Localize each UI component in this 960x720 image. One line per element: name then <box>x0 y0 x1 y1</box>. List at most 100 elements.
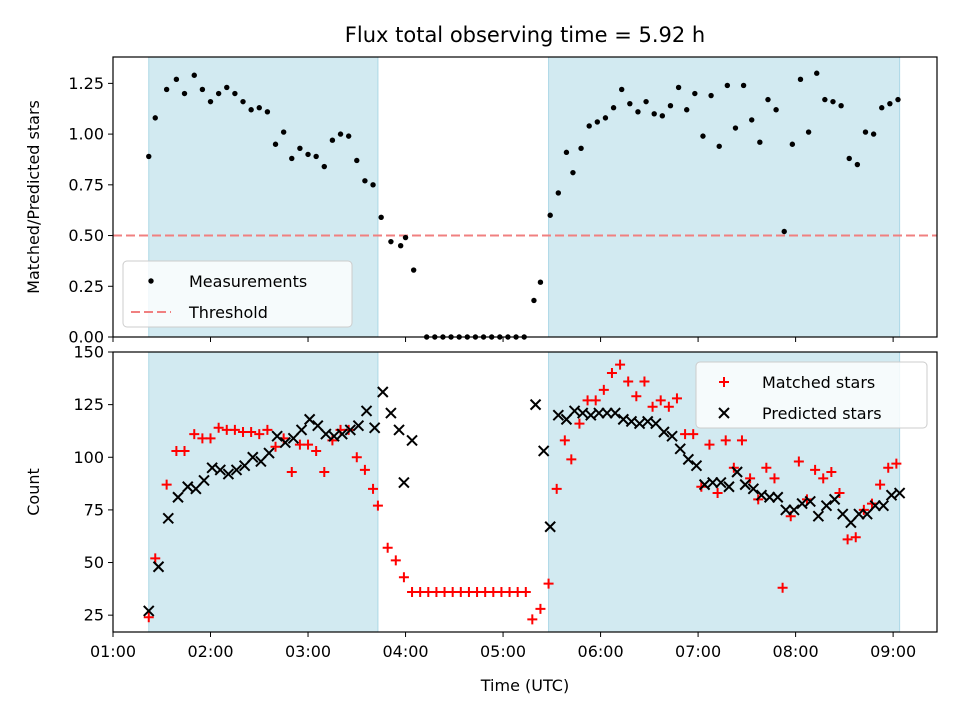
data-point <box>303 413 316 426</box>
y-tick-label: 1.00 <box>68 125 104 144</box>
data-point <box>675 84 682 91</box>
data-point <box>305 151 311 158</box>
x-tick-label: 06:00 <box>578 642 624 661</box>
data-point <box>828 493 841 506</box>
data-point <box>643 98 649 105</box>
data-point <box>883 462 894 473</box>
data-point <box>232 90 238 97</box>
data-point <box>344 424 356 436</box>
data-point <box>173 76 180 83</box>
data-point <box>615 359 626 370</box>
data-point <box>320 428 332 440</box>
data-point <box>740 82 747 89</box>
data-point <box>708 92 714 99</box>
data-point <box>578 145 584 152</box>
data-point <box>272 141 279 147</box>
data-point <box>781 228 787 235</box>
data-point <box>345 133 352 139</box>
data-point <box>161 479 172 490</box>
data-point <box>372 500 383 511</box>
x-tick-label: 08:00 <box>773 642 819 661</box>
data-point <box>609 407 621 419</box>
data-point <box>162 512 174 525</box>
predicted-stars-series <box>143 386 906 617</box>
data-point <box>796 497 808 510</box>
data-point <box>820 499 833 512</box>
data-point <box>352 419 365 432</box>
data-point <box>814 70 820 76</box>
data-point <box>842 534 853 545</box>
data-point <box>256 105 262 111</box>
data-point <box>585 409 597 421</box>
data-point <box>879 105 885 111</box>
data-point <box>547 212 553 218</box>
data-point <box>246 427 257 437</box>
data-point <box>875 479 886 490</box>
y-tick-label: 0.00 <box>68 328 104 347</box>
data-point <box>319 467 330 477</box>
data-point <box>659 113 666 119</box>
data-point <box>623 376 634 387</box>
data-point <box>385 407 397 419</box>
data-point <box>215 90 222 97</box>
data-point <box>289 155 295 162</box>
data-point <box>537 445 550 457</box>
y-tick-label: 75 <box>84 500 104 519</box>
y-tick-label: 0.25 <box>68 277 104 296</box>
data-point <box>362 178 368 184</box>
x-tick-label: 09:00 <box>870 642 916 661</box>
data-point <box>568 405 581 417</box>
data-point <box>354 157 360 164</box>
data-point <box>410 267 417 273</box>
data-point <box>765 96 771 103</box>
data-point <box>602 115 609 121</box>
bottom-panel: 25 50 75 100 125 150 01:00 02:00 03:00 04:00 05:00… <box>24 343 938 695</box>
data-point <box>773 107 779 113</box>
data-point <box>586 123 592 129</box>
chart-title: Flux total observing time = 5.92 h <box>345 23 705 47</box>
data-point <box>688 429 699 440</box>
data-point <box>655 395 666 406</box>
data-point <box>830 98 836 105</box>
data-point <box>862 129 869 135</box>
data-point <box>576 407 589 419</box>
data-point <box>378 214 384 220</box>
data-point <box>270 441 281 452</box>
data-point <box>757 139 763 145</box>
legend-label: Threshold <box>188 303 268 322</box>
data-point <box>206 462 218 474</box>
legend-label: Predicted stars <box>762 404 882 423</box>
data-point <box>885 489 898 501</box>
x-tick-label: 05:00 <box>480 642 526 661</box>
data-point <box>370 182 376 188</box>
data-point <box>143 605 155 617</box>
shaded-interval <box>148 351 379 633</box>
y-tick-label: 150 <box>73 343 104 362</box>
data-point <box>704 439 715 450</box>
x-tick-label: 04:00 <box>382 642 428 661</box>
measurements-series <box>146 70 901 340</box>
matched-stars-series <box>143 359 902 625</box>
data-point <box>715 476 727 489</box>
data-point <box>328 430 340 442</box>
data-point <box>336 428 348 440</box>
data-point <box>329 137 336 143</box>
data-point <box>834 488 845 499</box>
data-point <box>761 462 772 473</box>
data-point <box>248 107 254 113</box>
legend: Measurements Threshold <box>122 260 353 328</box>
data-point <box>535 603 546 614</box>
data-point <box>229 424 240 435</box>
data-point <box>198 474 210 487</box>
data-point <box>150 553 161 564</box>
data-point <box>663 401 674 412</box>
data-point <box>537 279 544 285</box>
data-point <box>543 578 554 589</box>
data-point <box>262 424 273 435</box>
data-point <box>893 487 906 499</box>
data-point <box>601 407 613 419</box>
data-point <box>271 430 283 442</box>
data-point <box>182 481 194 493</box>
data-point <box>213 422 224 433</box>
legend-marker-measurements <box>148 278 154 284</box>
